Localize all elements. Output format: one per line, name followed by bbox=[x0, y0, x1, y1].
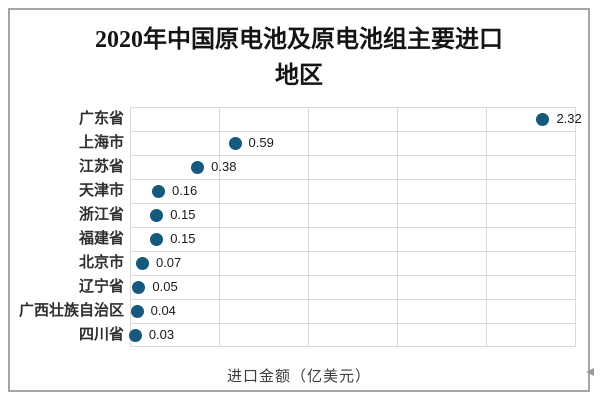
value-label: 0.07 bbox=[155, 255, 182, 270]
category-axis: 广东省上海市江苏省天津市浙江省福建省北京市辽宁省广西壮族自治区四川省 bbox=[10, 107, 124, 347]
data-point bbox=[128, 328, 142, 342]
gridline-horizontal bbox=[130, 155, 575, 156]
gridline-horizontal bbox=[130, 131, 575, 132]
gridline-horizontal bbox=[130, 179, 575, 180]
gridline-horizontal bbox=[130, 227, 575, 228]
data-point bbox=[135, 256, 149, 270]
value-label: 0.04 bbox=[150, 303, 176, 318]
category-label: 天津市 bbox=[78, 182, 124, 199]
category-label: 北京市 bbox=[78, 254, 124, 271]
data-point bbox=[536, 112, 550, 126]
category-label: 广东省 bbox=[78, 110, 124, 127]
data-point bbox=[130, 304, 144, 318]
value-label: 2.32 bbox=[556, 111, 582, 126]
value-label: 0.15 bbox=[170, 231, 196, 246]
category-label: 福建省 bbox=[78, 230, 124, 247]
value-label: 0.59 bbox=[248, 135, 274, 150]
data-point bbox=[191, 160, 205, 174]
plot-area: 2.32 0.59 0.38 0.16 0.15 0.15 0.07 0.05 0.04 0.03 bbox=[128, 107, 582, 347]
category-label: 浙江省 bbox=[78, 206, 124, 223]
data-point bbox=[132, 280, 146, 294]
gridline-horizontal bbox=[130, 203, 575, 204]
category-label: 四川省 bbox=[78, 326, 124, 343]
value-label: 0.05 bbox=[152, 279, 178, 294]
chart-frame: 2020年中国原电池及原电池组主要进口 地区 广东省上海市江苏省天津市浙江省福建… bbox=[8, 8, 594, 392]
gridline-horizontal bbox=[130, 107, 575, 108]
category-label: 上海市 bbox=[78, 134, 124, 151]
value-label: 0.38 bbox=[211, 159, 237, 174]
data-point bbox=[150, 232, 164, 246]
chart-title: 2020年中国原电池及原电池组主要进口 地区 bbox=[10, 22, 588, 94]
category-label: 江苏省 bbox=[78, 158, 124, 175]
gridline-vertical bbox=[574, 107, 576, 347]
value-label: 0.03 bbox=[148, 327, 175, 342]
chart-title-line-2: 地区 bbox=[275, 63, 323, 89]
value-label: 0.15 bbox=[170, 207, 196, 222]
resize-arrow-icon bbox=[586, 368, 594, 376]
data-point bbox=[150, 208, 164, 222]
value-label: 0.16 bbox=[171, 183, 198, 198]
category-label: 辽宁省 bbox=[78, 278, 124, 295]
data-point bbox=[228, 136, 242, 150]
gridline-horizontal bbox=[130, 323, 575, 324]
chart-title-line-1: 2020年中国原电池及原电池组主要进口 bbox=[95, 27, 503, 53]
category-label: 广西壮族自治区 bbox=[18, 302, 124, 319]
data-point bbox=[151, 184, 165, 198]
gridline-horizontal bbox=[130, 251, 575, 252]
x-axis-title: 进口金额（亿美元） bbox=[226, 368, 371, 385]
gridline-horizontal bbox=[130, 275, 575, 276]
gridline-horizontal bbox=[130, 346, 575, 347]
gridline-horizontal bbox=[130, 299, 575, 300]
